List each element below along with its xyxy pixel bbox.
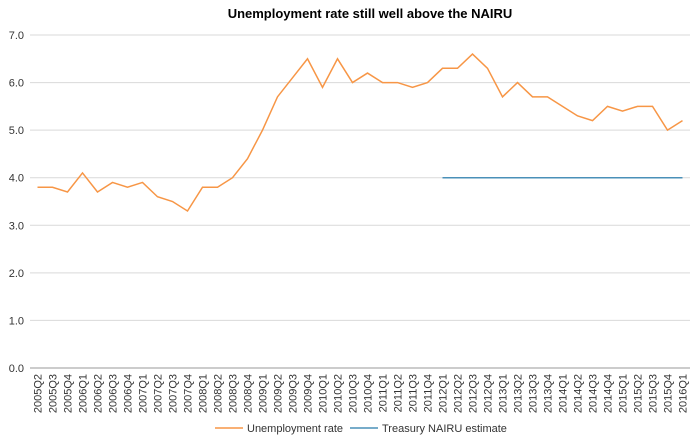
x-tick-label: 2015Q1 xyxy=(618,374,630,413)
x-tick-label: 2010Q1 xyxy=(318,374,330,413)
x-tick-label: 2009Q2 xyxy=(273,374,285,413)
x-tick-label: 2012Q2 xyxy=(453,374,465,413)
x-tick-label: 2011Q2 xyxy=(393,374,405,412)
x-tick-label: 2010Q2 xyxy=(333,374,345,413)
y-tick-label: 7.0 xyxy=(9,30,24,42)
x-tick-label: 2006Q4 xyxy=(123,374,135,413)
chart-title: Unemployment rate still well above the N… xyxy=(228,6,513,21)
x-tick-label: 2015Q2 xyxy=(633,374,645,413)
x-tick-label: 2009Q4 xyxy=(303,374,315,413)
x-tick-label: 2011Q3 xyxy=(408,374,420,412)
x-tick-label: 2013Q1 xyxy=(498,374,510,413)
legend-label: Treasury NAIRU estimate xyxy=(382,423,507,435)
x-tick-label: 2009Q1 xyxy=(258,374,270,413)
x-tick-label: 2006Q1 xyxy=(78,374,90,413)
series-line xyxy=(37,52,683,213)
x-tick-label: 2013Q4 xyxy=(543,374,555,413)
y-tick-label: 3.0 xyxy=(9,220,24,232)
x-tick-label: 2005Q4 xyxy=(63,374,75,413)
x-tick-label: 2011Q1 xyxy=(378,374,390,412)
x-tick-label: 2008Q4 xyxy=(243,374,255,413)
x-tick-label: 2012Q3 xyxy=(468,374,480,413)
y-tick-label: 1.0 xyxy=(9,315,24,327)
x-tick-label: 2015Q4 xyxy=(663,374,675,413)
x-tick-label: 2005Q2 xyxy=(33,374,45,413)
x-tick-label: 2014Q1 xyxy=(558,374,570,413)
x-tick-label: 2011Q4 xyxy=(423,374,435,412)
x-tick-label: 2006Q2 xyxy=(93,374,105,413)
x-tick-label: 2012Q4 xyxy=(483,374,495,413)
x-tick-label: 2012Q1 xyxy=(438,374,450,413)
x-tick-label: 2007Q2 xyxy=(153,374,165,413)
x-tick-label: 2010Q4 xyxy=(363,374,375,413)
y-tick-label: 5.0 xyxy=(9,125,24,137)
x-tick-label: 2015Q3 xyxy=(648,374,660,413)
x-tick-label: 2007Q3 xyxy=(168,374,180,413)
y-tick-label: 0.0 xyxy=(9,363,24,375)
x-tick-label: 2008Q1 xyxy=(198,374,210,413)
y-tick-label: 2.0 xyxy=(9,268,24,280)
x-tick-label: 2013Q3 xyxy=(528,374,540,413)
x-tick-label: 2005Q3 xyxy=(48,374,60,413)
x-tick-label: 2013Q2 xyxy=(513,374,525,413)
y-tick-label: 4.0 xyxy=(9,173,24,185)
x-tick-label: 2008Q3 xyxy=(228,374,240,413)
x-tick-label: 2014Q2 xyxy=(573,374,585,413)
x-tick-label: 2008Q2 xyxy=(213,374,225,413)
x-tick-label: 2010Q3 xyxy=(348,374,360,413)
y-tick-label: 6.0 xyxy=(9,78,24,90)
legend-label: Unemployment rate xyxy=(247,423,343,435)
x-tick-label: 2016Q1 xyxy=(678,374,690,413)
x-tick-label: 2009Q3 xyxy=(288,374,300,413)
x-tick-label: 2006Q3 xyxy=(108,374,120,413)
x-tick-label: 2014Q4 xyxy=(603,374,615,413)
x-tick-label: 2007Q4 xyxy=(183,374,195,413)
x-tick-label: 2014Q3 xyxy=(588,374,600,413)
x-tick-label: 2007Q1 xyxy=(138,374,150,413)
